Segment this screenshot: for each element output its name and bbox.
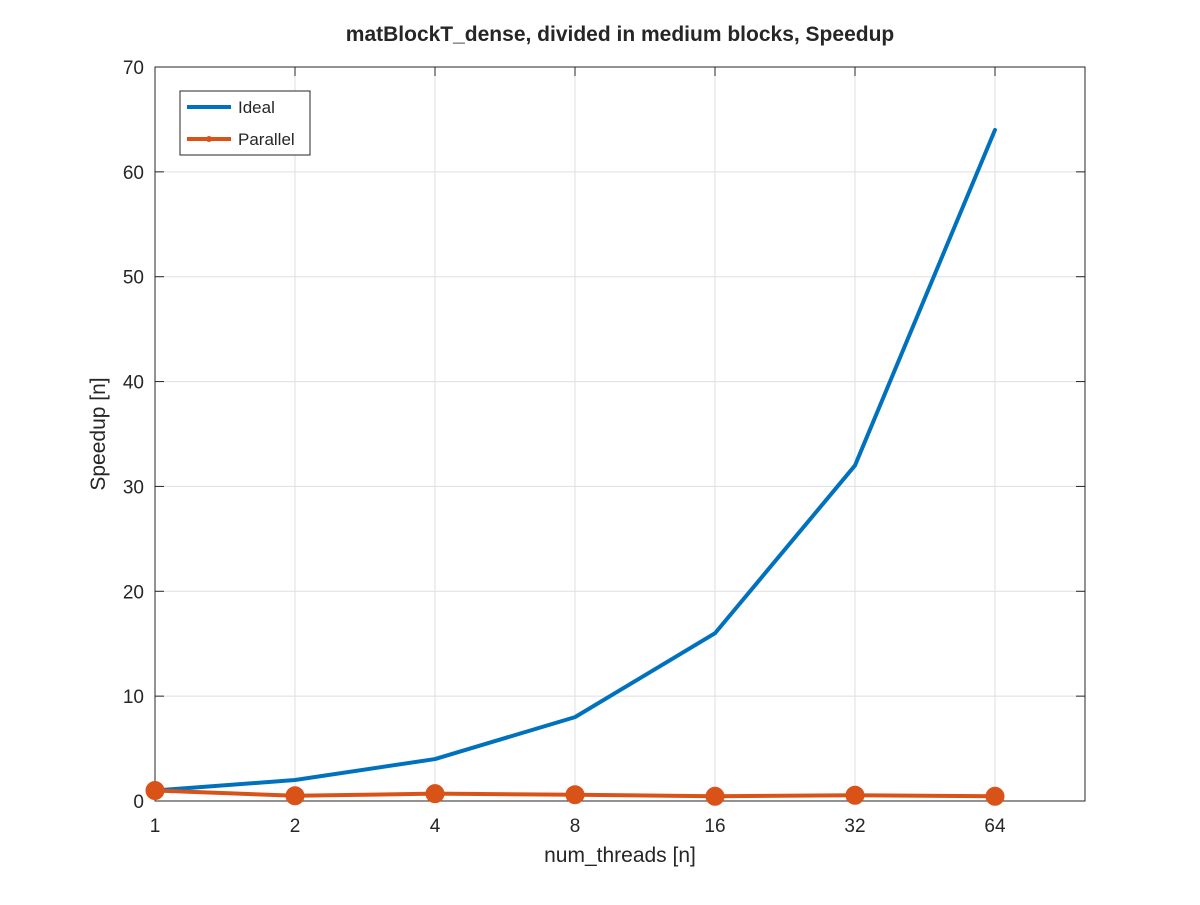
series-line-ideal bbox=[153, 127, 997, 793]
plot-area bbox=[155, 67, 1085, 801]
legend-parallel-marker bbox=[206, 136, 212, 142]
data-point-parallel bbox=[565, 785, 585, 805]
x-axis-label: num_threads [n] bbox=[544, 844, 696, 867]
legend-box bbox=[179, 90, 311, 156]
legend-parallel-label: Parallel bbox=[238, 130, 295, 149]
y-tick-label: 20 bbox=[123, 582, 144, 603]
y-axis-label: Speedup [n] bbox=[87, 377, 110, 490]
y-tick-label: 40 bbox=[123, 373, 144, 394]
y-tick-label: 30 bbox=[123, 477, 144, 498]
x-tick-label: 2 bbox=[290, 816, 301, 837]
data-point-parallel bbox=[285, 786, 305, 806]
data-point-parallel bbox=[705, 786, 725, 806]
x-tick-label: 32 bbox=[844, 816, 865, 837]
legend: Ideal Parallel bbox=[179, 90, 311, 156]
data-point-parallel bbox=[845, 785, 865, 805]
legend-ideal-label: Ideal bbox=[238, 98, 275, 117]
data-series bbox=[145, 127, 1005, 806]
x-tick-label: 8 bbox=[570, 816, 581, 837]
x-tick-label: 64 bbox=[984, 816, 1006, 837]
y-tick-label: 60 bbox=[123, 163, 144, 184]
y-tick-label: 70 bbox=[123, 58, 144, 79]
data-point-parallel bbox=[145, 781, 165, 801]
x-tick-label: 1 bbox=[150, 816, 161, 837]
chart-title: matBlockT_dense, divided in medium block… bbox=[346, 23, 894, 46]
x-tick-label: 4 bbox=[430, 816, 441, 837]
y-tick-label: 10 bbox=[123, 687, 144, 708]
data-point-parallel bbox=[985, 786, 1005, 806]
y-tick-label: 50 bbox=[123, 268, 144, 289]
y-tick-label: 0 bbox=[133, 792, 144, 813]
x-tick-label: 16 bbox=[704, 816, 725, 837]
data-point-parallel bbox=[425, 784, 445, 804]
axes-box bbox=[154, 66, 1086, 802]
